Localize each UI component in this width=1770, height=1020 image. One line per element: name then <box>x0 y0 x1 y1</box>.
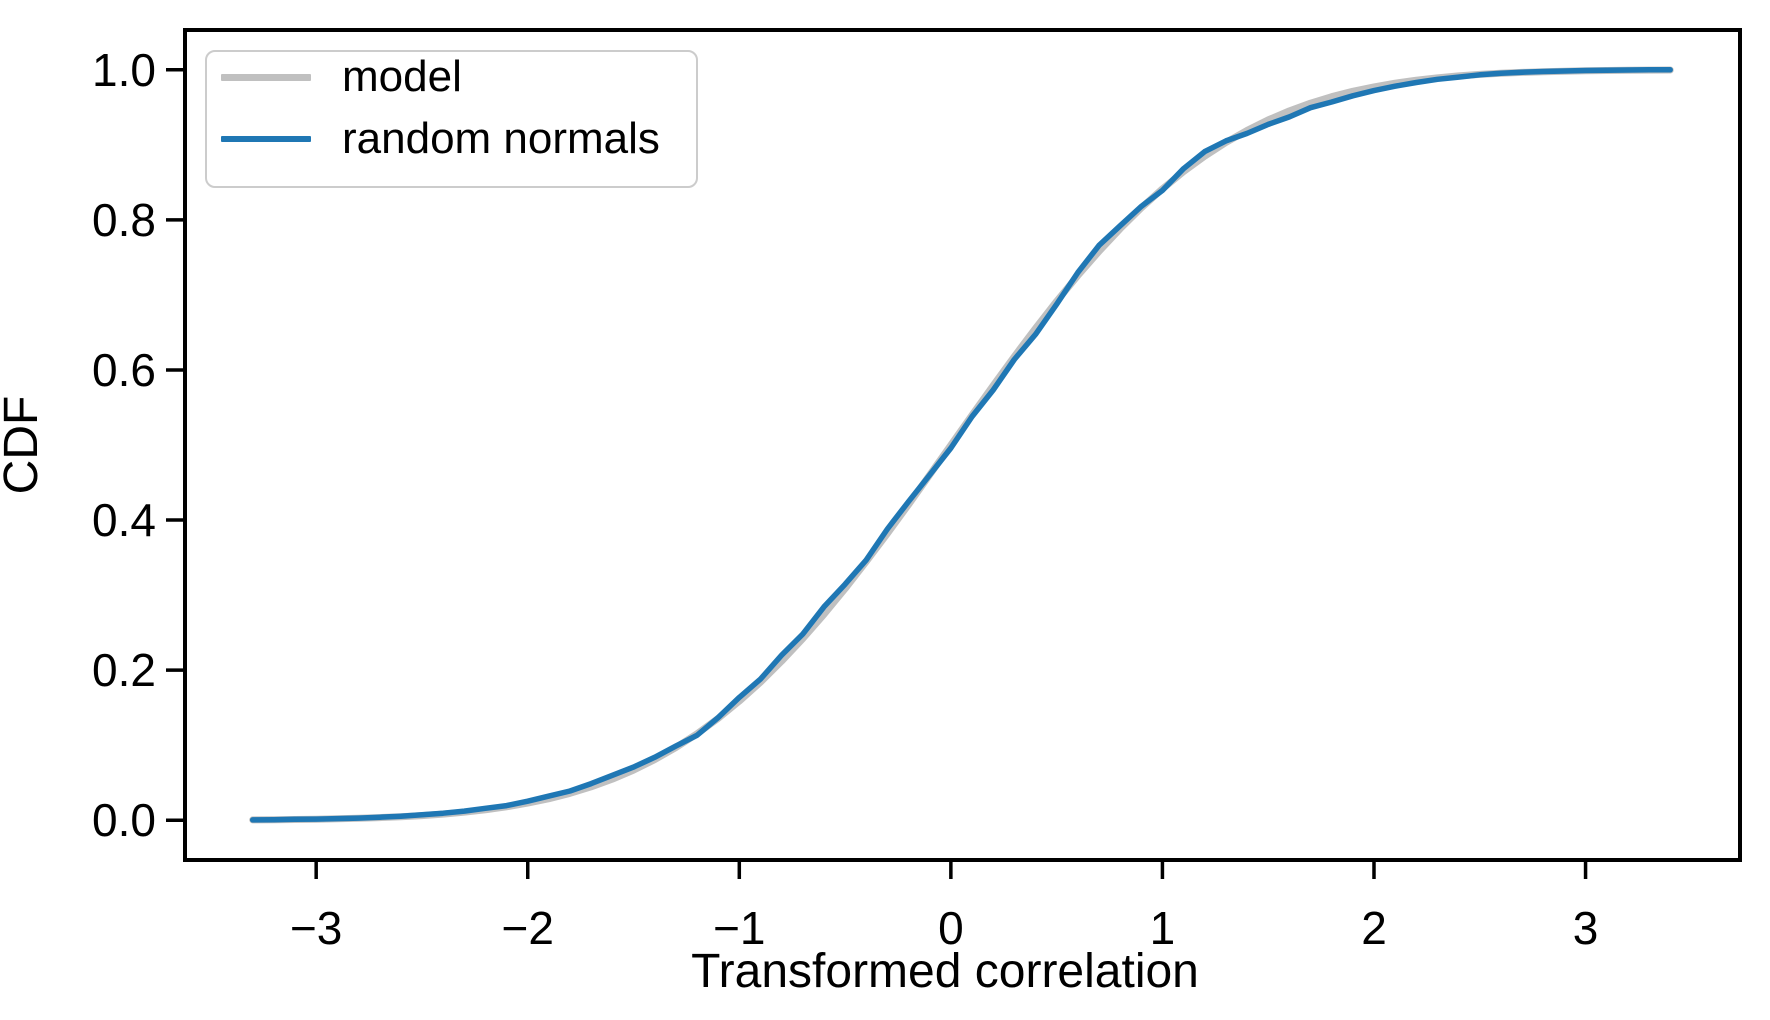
x-axis-label: Transformed correlation <box>691 945 1199 998</box>
x-tick-label: −1 <box>713 902 765 954</box>
x-tick-label: 3 <box>1573 902 1599 954</box>
model-line-swatch <box>221 73 311 81</box>
y-tick-label: 0.2 <box>92 644 156 696</box>
random-normals-line-swatch <box>221 136 311 142</box>
y-tick-label: 0.8 <box>92 194 156 246</box>
legend: model random normals <box>205 50 698 188</box>
legend-label-random-normals: random normals <box>342 114 660 163</box>
legend-label-model: model <box>342 52 462 101</box>
axes-frame <box>183 28 1742 862</box>
x-tick-label: −2 <box>502 902 554 954</box>
x-tick-label: 0 <box>938 902 964 954</box>
x-tick-label: −3 <box>290 902 342 954</box>
y-tick-label: 0.0 <box>92 794 156 846</box>
y-tick-label: 1.0 <box>92 44 156 96</box>
x-tick-label: 2 <box>1361 902 1387 954</box>
legend-entry-random-normals: random normals <box>221 108 686 170</box>
y-axis-label: CDF <box>0 395 48 495</box>
y-tick-label: 0.6 <box>92 344 156 396</box>
legend-entry-model: model <box>221 46 686 108</box>
series-line-random-normals <box>249 67 1673 823</box>
y-tick-label: 0.4 <box>92 494 156 546</box>
x-tick-label: 1 <box>1150 902 1176 954</box>
